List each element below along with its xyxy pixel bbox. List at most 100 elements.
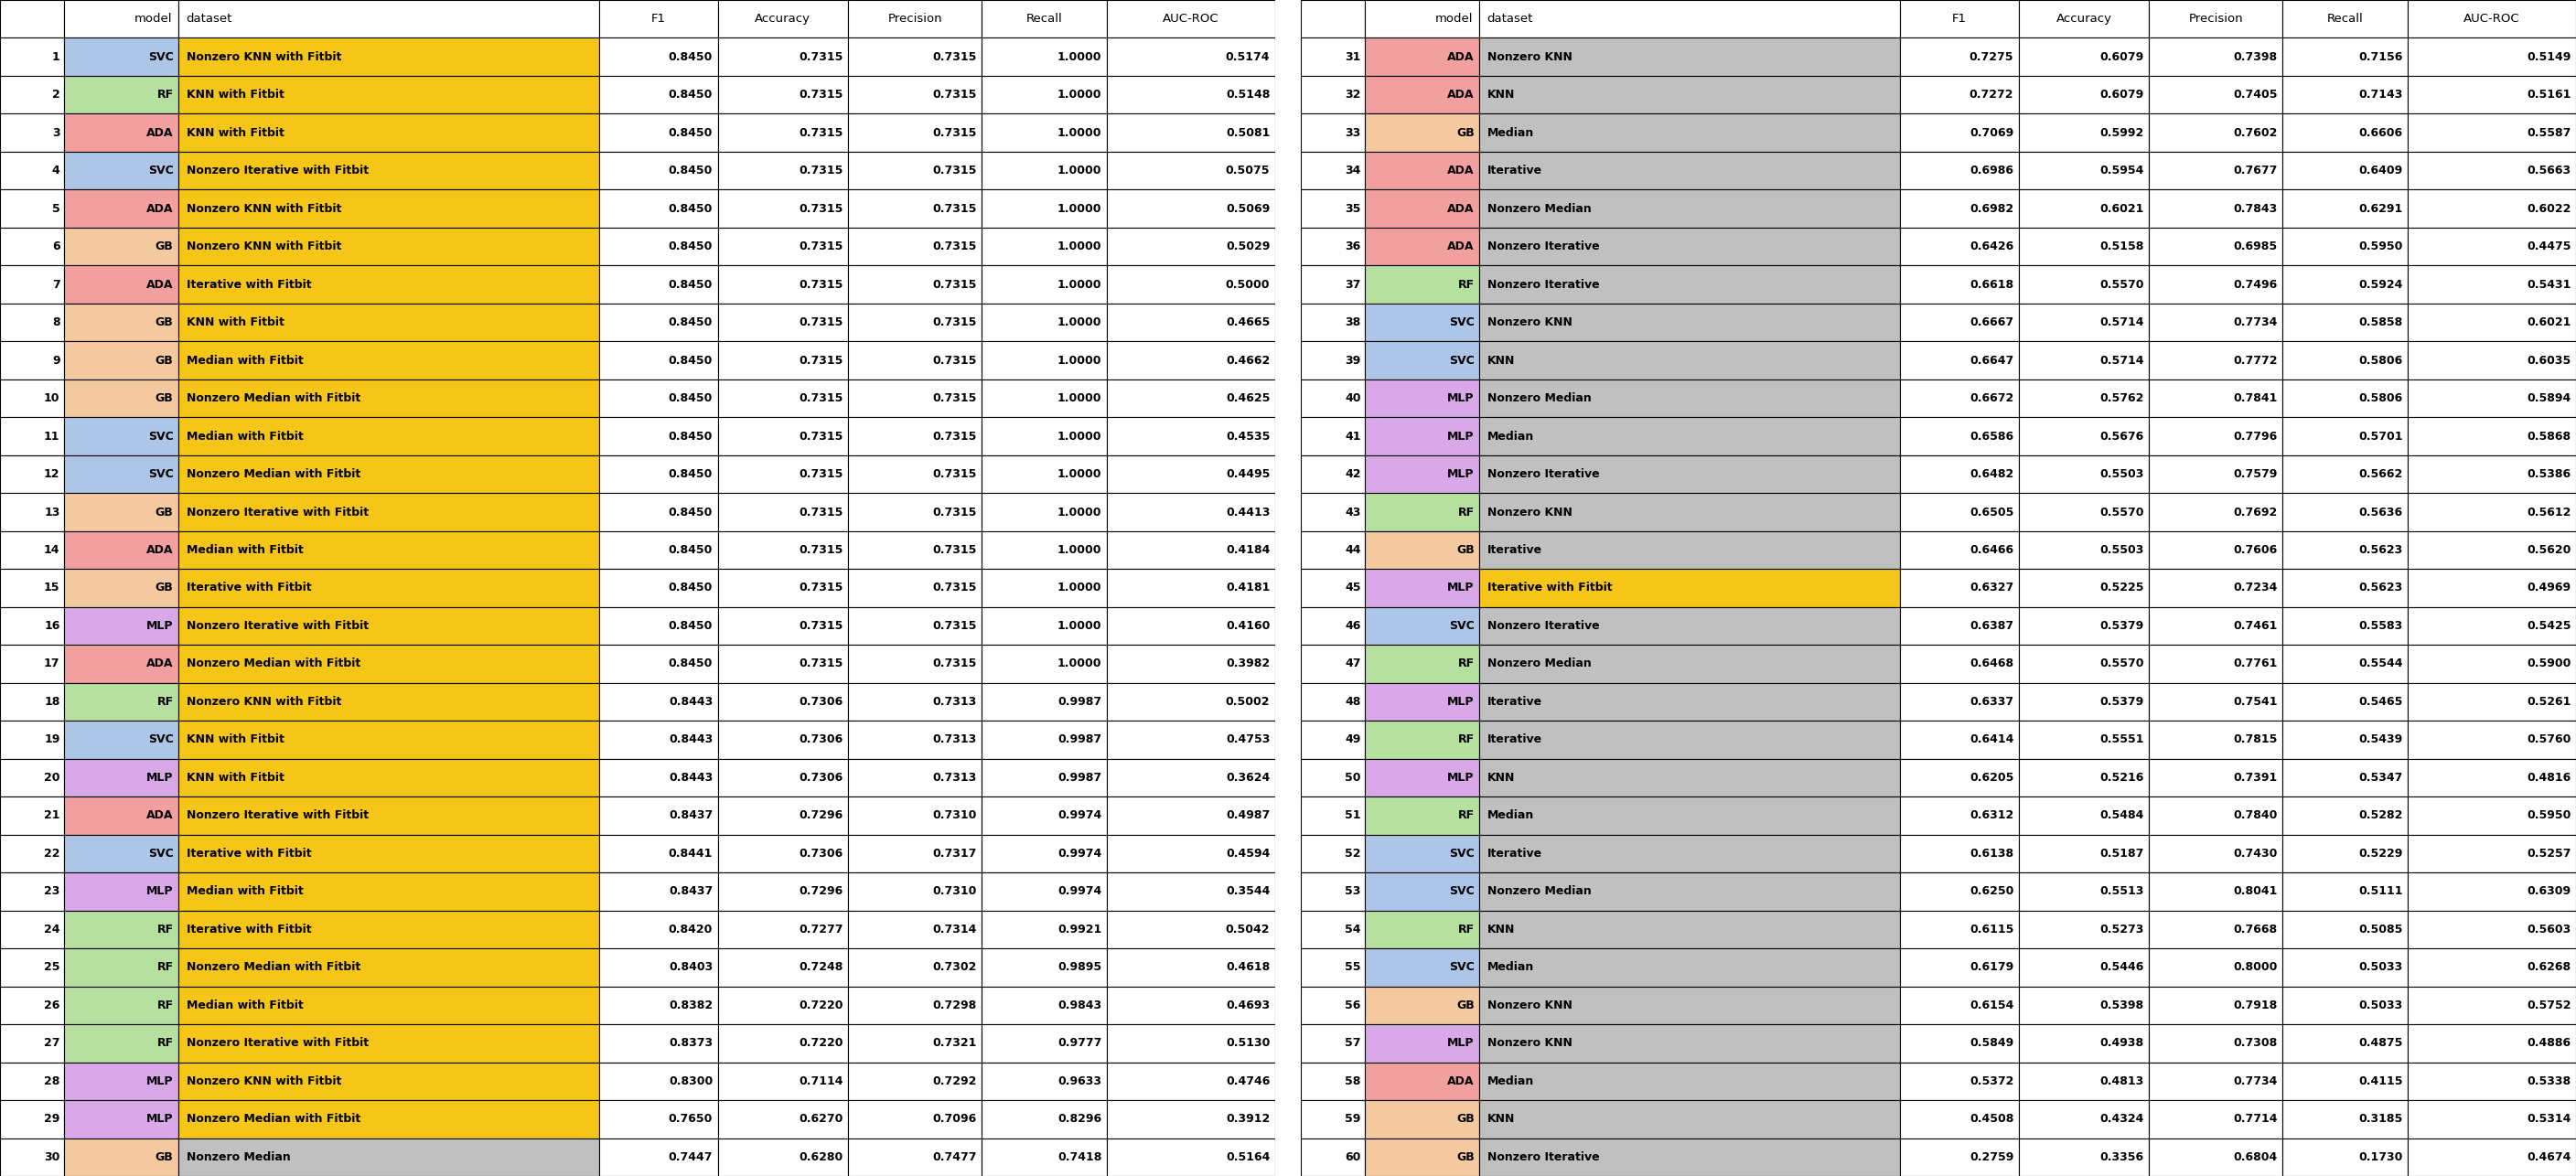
Bar <box>178 987 600 1024</box>
Bar <box>2020 1062 2148 1100</box>
Text: ADA: ADA <box>147 202 173 214</box>
Bar <box>2020 1138 2148 1176</box>
Bar <box>64 607 178 644</box>
Text: AUC-ROC: AUC-ROC <box>2463 13 2519 25</box>
Bar <box>0 417 64 455</box>
Text: 0.5148: 0.5148 <box>1226 89 1270 101</box>
Text: ADA: ADA <box>1448 241 1473 253</box>
Bar <box>0 341 64 380</box>
Text: 0.4875: 0.4875 <box>2360 1037 2403 1049</box>
Text: 0.5158: 0.5158 <box>2099 241 2143 253</box>
Bar <box>178 38 600 76</box>
Text: 0.4816: 0.4816 <box>2527 771 2571 783</box>
Bar <box>981 1100 1108 1138</box>
Text: 0.7296: 0.7296 <box>799 886 842 897</box>
Bar <box>719 1138 848 1176</box>
Text: 0.7143: 0.7143 <box>2360 89 2403 101</box>
Bar <box>2020 0 2148 38</box>
Bar <box>1901 266 2020 303</box>
Bar <box>848 721 981 759</box>
Text: 0.4594: 0.4594 <box>1226 848 1270 860</box>
Text: 0.6985: 0.6985 <box>2233 241 2277 253</box>
Bar <box>64 417 178 455</box>
Text: ADA: ADA <box>147 279 173 290</box>
Bar <box>719 417 848 455</box>
Bar <box>1365 644 1479 683</box>
Bar <box>64 455 178 493</box>
Text: MLP: MLP <box>147 1114 173 1125</box>
Text: 0.5583: 0.5583 <box>2360 620 2403 632</box>
Bar <box>2409 76 2576 114</box>
Text: 0.9633: 0.9633 <box>1059 1075 1103 1087</box>
Text: 0.7918: 0.7918 <box>2233 1000 2277 1011</box>
Text: 0.7477: 0.7477 <box>933 1151 976 1163</box>
Text: 0.5762: 0.5762 <box>2099 393 2143 405</box>
Text: 37: 37 <box>1345 279 1360 290</box>
Bar <box>1901 38 2020 76</box>
Bar <box>1901 948 2020 987</box>
Text: 54: 54 <box>1345 923 1360 935</box>
Bar <box>1901 987 2020 1024</box>
Bar <box>719 38 848 76</box>
Bar <box>2409 683 2576 721</box>
Bar <box>1901 532 2020 569</box>
Text: 0.5587: 0.5587 <box>2527 127 2571 139</box>
Bar <box>1301 1024 1365 1062</box>
Bar <box>64 948 178 987</box>
Bar <box>1365 1100 1479 1138</box>
Bar <box>0 683 64 721</box>
Bar <box>64 0 178 38</box>
Text: dataset: dataset <box>185 13 232 25</box>
Bar <box>1301 607 1365 644</box>
Text: 0.4813: 0.4813 <box>2099 1075 2143 1087</box>
Bar <box>1301 417 1365 455</box>
Text: 0.6986: 0.6986 <box>1971 165 2014 176</box>
Bar <box>2409 455 2576 493</box>
Text: Median with Fitbit: Median with Fitbit <box>185 354 304 367</box>
Text: 0.8450: 0.8450 <box>670 279 714 290</box>
Text: SVC: SVC <box>1448 354 1473 367</box>
Bar <box>1479 910 1901 948</box>
Text: Nonzero KNN: Nonzero KNN <box>1486 316 1571 328</box>
Bar <box>2148 721 2282 759</box>
Bar <box>1365 0 1479 38</box>
Text: 0.4746: 0.4746 <box>1226 1075 1270 1087</box>
Text: 0.5849: 0.5849 <box>1971 1037 2014 1049</box>
Text: SVC: SVC <box>147 51 173 62</box>
Bar <box>848 683 981 721</box>
Text: 0.5149: 0.5149 <box>2527 51 2571 62</box>
Text: 0.5000: 0.5000 <box>1226 279 1270 290</box>
Bar <box>1479 417 1901 455</box>
Text: 0.9843: 0.9843 <box>1059 1000 1103 1011</box>
Text: KNN: KNN <box>1486 923 1515 935</box>
Text: 0.7096: 0.7096 <box>933 1114 976 1125</box>
Text: GB: GB <box>155 582 173 594</box>
Bar <box>981 1138 1108 1176</box>
Bar <box>848 455 981 493</box>
Text: 0.7315: 0.7315 <box>799 582 842 594</box>
Bar <box>1901 1138 2020 1176</box>
Text: 0.4413: 0.4413 <box>1226 506 1270 519</box>
Bar <box>719 228 848 266</box>
Bar <box>2020 266 2148 303</box>
Bar <box>1365 910 1479 948</box>
Bar <box>1479 303 1901 341</box>
Bar <box>1479 152 1901 189</box>
Text: 0.6280: 0.6280 <box>799 1151 842 1163</box>
Bar <box>2282 380 2409 417</box>
Bar <box>1479 266 1901 303</box>
Bar <box>848 1024 981 1062</box>
Text: 0.7315: 0.7315 <box>933 620 976 632</box>
Text: GB: GB <box>155 1151 173 1163</box>
Bar <box>719 607 848 644</box>
Text: 0.7248: 0.7248 <box>799 962 842 974</box>
Text: GB: GB <box>1455 127 1473 139</box>
Text: 0.7315: 0.7315 <box>933 316 976 328</box>
Bar <box>719 189 848 228</box>
Text: 40: 40 <box>1345 393 1360 405</box>
Bar <box>1301 987 1365 1024</box>
Bar <box>1479 721 1901 759</box>
Bar <box>1365 303 1479 341</box>
Bar <box>1479 380 1901 417</box>
Bar <box>2020 380 2148 417</box>
